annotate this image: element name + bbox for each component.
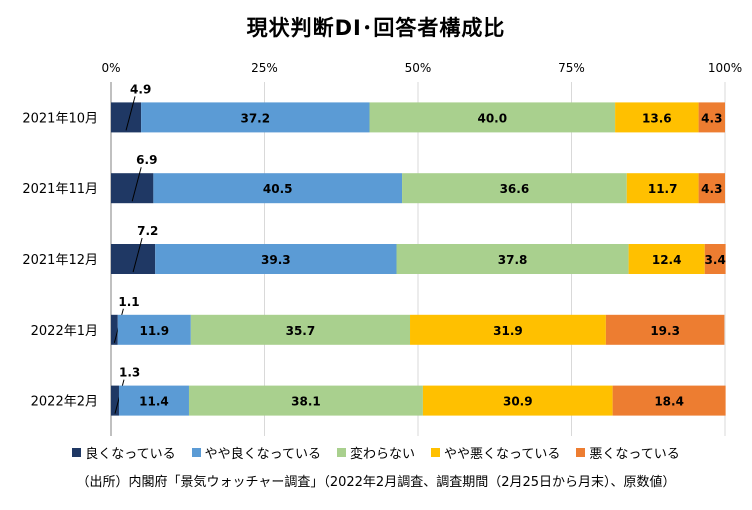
legend-label: やや悪くなっている <box>444 447 561 462</box>
data-label: 3.4 <box>705 253 726 267</box>
x-tick-label: 0% <box>101 61 120 75</box>
bar-segment-4 <box>605 314 725 345</box>
bar-segment-2 <box>369 102 616 133</box>
category-label: 2021年12月 <box>22 253 98 268</box>
data-label: 37.2 <box>240 111 270 125</box>
source-note: （出所）内閣府「景気ウォッチャー調査」（2022年2月調査、調査期間（2月25日… <box>76 475 676 490</box>
data-label: 12.4 <box>652 253 682 267</box>
data-label: 1.3 <box>119 366 140 380</box>
chart-title: 現状判断DI･回答者構成比 <box>246 16 506 40</box>
bar-segment-4 <box>698 102 725 133</box>
x-tick-label: 100% <box>708 61 742 75</box>
legend-item: やや良くなっている <box>191 443 321 462</box>
data-label: 11.7 <box>648 182 678 196</box>
data-label: 40.0 <box>477 111 507 125</box>
bar-segment-2 <box>396 244 629 274</box>
data-label: 13.6 <box>642 111 672 125</box>
bar-segment-3 <box>410 314 606 345</box>
legend-label: 悪くなっている <box>589 447 680 462</box>
data-label: 31.9 <box>493 324 523 338</box>
legend-label: 良くなっている <box>85 447 176 462</box>
data-label: 39.3 <box>261 253 291 267</box>
bar-segment-3 <box>628 244 705 274</box>
legend-swatch <box>72 448 82 457</box>
data-label: 4.3 <box>701 111 722 125</box>
data-label: 38.1 <box>291 395 321 409</box>
legend-swatch <box>191 448 201 457</box>
bar-segment-3 <box>615 102 699 133</box>
data-label: 18.4 <box>654 395 684 409</box>
legend-swatch <box>336 448 346 457</box>
bar-segment-2 <box>188 385 423 416</box>
data-label: 1.1 <box>118 295 139 309</box>
legend-label: やや良くなっている <box>204 447 321 462</box>
bar-segment-4 <box>698 173 725 204</box>
data-label: 11.4 <box>139 395 169 409</box>
legend-item: やや悪くなっている <box>431 443 560 462</box>
legend-item: 変わらない <box>336 443 415 462</box>
bar-segment-4 <box>612 385 726 416</box>
bar-segment-1 <box>141 102 370 133</box>
data-label: 4.3 <box>701 182 722 196</box>
bar-segment-2 <box>402 173 627 204</box>
category-label: 2021年10月 <box>22 111 98 126</box>
data-label: 6.9 <box>136 153 157 167</box>
category-label: 2022年2月 <box>31 395 98 410</box>
bar-segment-0 <box>111 173 154 204</box>
bar-segment-0 <box>111 244 156 274</box>
bar-segment-2 <box>190 314 411 345</box>
bar-segment-1 <box>153 173 403 204</box>
bar-segment-1 <box>155 244 397 274</box>
legend-swatch <box>576 448 586 457</box>
leader-line <box>125 96 136 131</box>
data-label: 4.9 <box>130 82 151 96</box>
x-tick-label: 75% <box>558 61 585 75</box>
bar-segment-0 <box>111 385 119 416</box>
data-label: 19.3 <box>650 324 680 338</box>
data-label: 30.9 <box>503 395 533 409</box>
legend-label: 変わらない <box>349 447 415 462</box>
legend: 良くなっている やや良くなっている 変わらない やや悪くなっている 悪くなっている <box>0 443 752 462</box>
category-label: 2022年1月 <box>31 324 98 339</box>
data-label: 40.5 <box>263 182 293 196</box>
category-label: 2021年11月 <box>22 182 98 197</box>
data-label: 37.8 <box>498 253 528 267</box>
bar-segment-3 <box>626 173 699 204</box>
data-label: 7.2 <box>137 224 158 238</box>
bar-segment-0 <box>111 102 142 133</box>
bar-segment-0 <box>111 314 118 345</box>
x-tick-label: 50% <box>405 61 432 75</box>
bar-segment-1 <box>118 385 189 416</box>
bar-segment-1 <box>117 314 191 345</box>
data-label: 36.6 <box>500 182 530 196</box>
leader-line <box>131 167 142 202</box>
legend-swatch <box>431 448 440 457</box>
legend-item: 良くなっている <box>72 443 176 462</box>
data-label: 35.7 <box>286 324 316 338</box>
x-tick-label: 25% <box>251 61 278 75</box>
leader-line <box>132 237 143 273</box>
bar-segment-4 <box>704 244 726 274</box>
data-label: 11.9 <box>139 324 169 338</box>
bar-segment-3 <box>422 385 613 416</box>
legend-item: 悪くなっている <box>576 443 680 462</box>
